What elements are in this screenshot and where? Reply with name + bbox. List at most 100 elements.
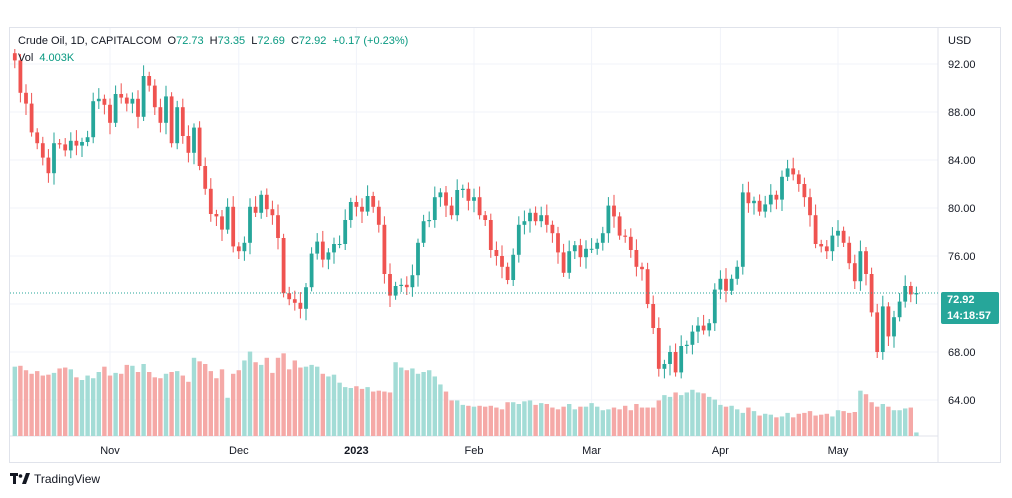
candle-body — [130, 98, 135, 104]
volume-bar — [281, 353, 286, 436]
volume-bar — [516, 404, 521, 436]
volume-bar — [673, 392, 678, 436]
volume-bar — [449, 400, 454, 436]
volume-bar — [656, 400, 661, 436]
volume-bar — [410, 368, 415, 436]
volume-bar — [443, 391, 449, 436]
volume-bar — [35, 371, 40, 436]
tradingview-logo[interactable]: TradingView — [10, 472, 100, 486]
candle-body — [214, 214, 219, 217]
candle-body — [785, 168, 790, 177]
candle-body — [399, 284, 404, 286]
volume-bar — [163, 373, 169, 436]
volume-bar — [824, 413, 829, 436]
volume-bar — [186, 381, 191, 436]
candle-body — [124, 97, 129, 104]
volume-bar — [723, 406, 729, 436]
candle-body — [371, 196, 376, 207]
candle-body — [908, 286, 913, 295]
candle-body — [259, 194, 264, 213]
last-price-tag: 72.92 14:18:57 — [941, 292, 999, 324]
candle-body — [483, 215, 488, 220]
candle-body — [500, 256, 504, 267]
volume-bar — [29, 373, 34, 436]
volume-bar — [623, 405, 628, 436]
volume-bar — [740, 412, 745, 436]
volume-bar — [40, 375, 45, 436]
candle-body — [494, 250, 499, 256]
candlestick-chart[interactable]: USD92.0088.0084.0080.0076.0072.0068.0064… — [10, 28, 1000, 462]
price-tick-label: 64.00 — [948, 395, 976, 407]
candle-body — [645, 269, 650, 304]
volume-bar — [891, 410, 897, 436]
candle-body — [421, 221, 426, 243]
candle-body — [102, 98, 107, 105]
candle-body — [841, 230, 846, 243]
candle-body — [808, 197, 812, 216]
volume-bar — [718, 404, 723, 436]
volume-bar — [583, 406, 589, 436]
ohlc-legend: Crude Oil, 1D, CAPITALCOM O72.73 H73.35 … — [18, 35, 411, 47]
candle-body — [802, 184, 807, 198]
symbol-title[interactable]: Crude Oil, 1D, CAPITALCOM — [18, 35, 162, 47]
candle-body — [740, 192, 745, 267]
candle-body — [304, 287, 308, 309]
volume-bar — [561, 406, 566, 436]
volume-bar — [12, 366, 17, 436]
volume-bar — [371, 391, 376, 436]
candle-body — [186, 136, 191, 153]
candle-body — [220, 216, 224, 230]
candle-body — [197, 127, 202, 166]
candle-body — [830, 235, 835, 252]
candle-body — [354, 202, 359, 207]
candle-body — [511, 254, 516, 280]
bar-countdown: 14:18:57 — [947, 310, 992, 322]
candle-body — [572, 245, 577, 252]
volume-bar — [595, 406, 600, 436]
volume-bar — [757, 415, 762, 436]
volume-bar — [320, 373, 325, 436]
candle-body — [236, 246, 241, 252]
candle-body — [281, 238, 286, 294]
volume-bar — [684, 392, 689, 436]
candle-body — [326, 252, 331, 260]
price-tick-label: 88.00 — [948, 107, 976, 119]
candle-body — [796, 174, 801, 184]
candle-body — [516, 224, 521, 255]
volume-bar — [354, 386, 359, 436]
candle-body — [472, 197, 476, 201]
currency-label: USD — [948, 35, 971, 47]
open-value: 72.73 — [176, 35, 204, 47]
candle-body — [298, 302, 303, 309]
close-value: 72.92 — [298, 35, 327, 47]
candle-body — [539, 215, 544, 222]
volume-bar — [203, 364, 208, 436]
volume-bar — [701, 393, 706, 436]
volume-bar — [253, 362, 258, 436]
candle-body — [270, 209, 275, 216]
volume-bar — [466, 405, 471, 436]
volume-bar — [628, 410, 633, 436]
volume-bar — [763, 413, 768, 436]
candle-body — [169, 96, 174, 144]
volume-bar — [359, 388, 365, 436]
volume-bar — [326, 376, 331, 436]
volume-bar — [264, 357, 269, 436]
candle-body — [91, 101, 96, 138]
candle-body — [141, 76, 146, 117]
volume-bar — [219, 369, 225, 436]
price-tick-label: 76.00 — [948, 251, 976, 263]
high-value: 73.35 — [217, 35, 246, 47]
volume-bar — [236, 370, 241, 436]
candle-body — [80, 142, 84, 146]
volume-bar — [343, 387, 348, 436]
volume-bar — [315, 366, 320, 436]
volume-bar — [667, 396, 673, 436]
time-tick-label: May — [828, 445, 849, 457]
candle-body — [875, 312, 880, 352]
candle-body — [567, 251, 572, 273]
volume-bar — [180, 375, 185, 436]
volume-bar — [522, 401, 527, 436]
volume-bar — [74, 377, 79, 436]
candle-body — [438, 192, 443, 198]
